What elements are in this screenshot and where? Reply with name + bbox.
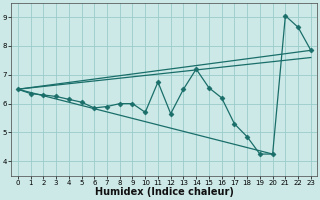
X-axis label: Humidex (Indice chaleur): Humidex (Indice chaleur) xyxy=(95,187,234,197)
